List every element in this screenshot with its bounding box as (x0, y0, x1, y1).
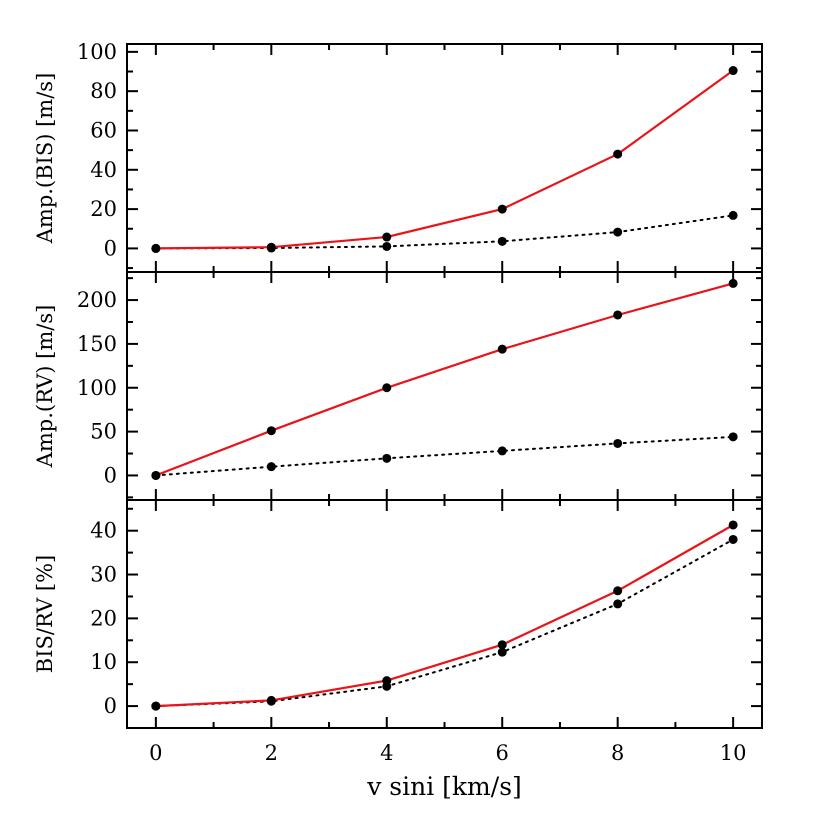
y-axis-label: BIS/RV [%] (33, 555, 57, 673)
y-tick-label: 0 (104, 236, 117, 260)
x-axis-label: v sini [km/s] (366, 772, 522, 801)
y-tick-label: 200 (77, 288, 117, 312)
series-line-dotted (154, 214, 735, 250)
series-line-solid (155, 524, 734, 708)
panel-frame (126, 271, 763, 501)
data-point (382, 241, 392, 251)
x-tick-label: 4 (380, 741, 393, 765)
data-point (266, 242, 276, 252)
series-line-dotted (154, 538, 735, 708)
y-tick-label: 50 (90, 420, 117, 444)
y-tick-label: 40 (90, 158, 117, 182)
data-point (497, 204, 507, 214)
data-point (613, 149, 623, 159)
y-tick-label: 40 (90, 519, 117, 543)
data-point (613, 227, 623, 237)
data-point (266, 462, 276, 472)
y-tick-label: 10 (90, 650, 117, 674)
data-point (382, 383, 392, 393)
y-tick-label: 0 (104, 463, 117, 487)
data-point (382, 232, 392, 242)
data-point (728, 534, 738, 544)
y-tick-label: 20 (90, 197, 117, 221)
data-point (613, 586, 623, 596)
series-line-solid (155, 282, 734, 477)
data-point (151, 470, 161, 480)
y-tick-label: 100 (77, 376, 117, 400)
y-tick-label: 60 (90, 118, 117, 142)
data-point (497, 647, 507, 657)
data-point (613, 438, 623, 448)
y-axis-label: Amp.(BIS) [m/s] (33, 73, 57, 245)
data-point (151, 243, 161, 253)
panel-2: 0 50 100 150 200 Amp.(RV) [m/s] (33, 271, 763, 501)
data-point (151, 701, 161, 711)
data-point (497, 640, 507, 650)
y-tick-label: 30 (90, 563, 117, 587)
y-tick-label: 20 (90, 606, 117, 630)
x-axis: 0 2 4 6 8 10 (149, 741, 746, 765)
data-point (728, 66, 738, 76)
series-line-solid (155, 69, 734, 250)
data-point (728, 432, 738, 442)
data-point (728, 278, 738, 288)
panel-1: 0 20 40 60 80 100 Amp.(BIS) [m/s] (33, 40, 763, 273)
data-point (266, 695, 276, 705)
panel-frame (126, 499, 763, 729)
x-tick-label: 6 (496, 741, 509, 765)
y-axis-label: Amp.(RV) [m/s] (33, 305, 57, 469)
x-tick-label: 0 (149, 741, 162, 765)
data-point (382, 676, 392, 686)
panel-3: 0 10 20 30 40 BIS/RV [%] (33, 499, 763, 729)
data-point (497, 446, 507, 456)
data-point (613, 599, 623, 609)
panel-frame (126, 43, 763, 273)
data-point (497, 344, 507, 354)
data-point (497, 236, 507, 246)
data-point (613, 310, 623, 320)
y-tick-label: 150 (77, 332, 117, 356)
data-point (728, 520, 738, 530)
y-tick-label: 0 (104, 694, 117, 718)
data-point (382, 453, 392, 463)
y-tick-label: 80 (90, 79, 117, 103)
series-line-dotted (154, 435, 735, 477)
x-tick-label: 10 (720, 741, 747, 765)
x-tick-label: 2 (265, 741, 278, 765)
y-tick-label: 100 (77, 40, 117, 64)
data-point (728, 210, 738, 220)
x-tick-label: 8 (611, 741, 624, 765)
data-point (266, 426, 276, 436)
